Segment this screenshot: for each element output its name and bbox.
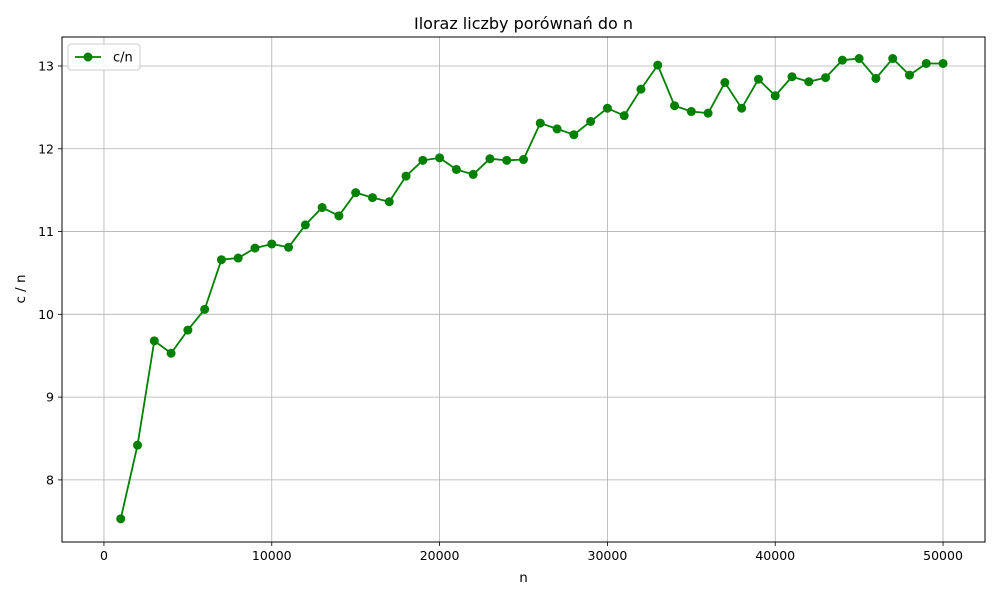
plot-frame: [61, 36, 986, 543]
data-point: [133, 440, 143, 450]
data-point: [384, 197, 394, 207]
legend-marker-swatch: [83, 52, 93, 62]
data-point: [351, 188, 361, 198]
data-point: [535, 118, 545, 128]
x-axis-label: n: [519, 570, 528, 586]
data-point: [216, 255, 226, 265]
grid: [62, 37, 985, 542]
data-point: [636, 84, 646, 94]
data-point: [821, 73, 831, 83]
y-tick-label: 9: [46, 390, 54, 405]
data-point: [317, 203, 327, 213]
data-point: [435, 153, 445, 163]
data-point: [770, 91, 780, 101]
data-point: [200, 304, 210, 314]
data-point: [837, 55, 847, 65]
y-axis-label: c / n: [13, 274, 29, 303]
data-point: [921, 58, 931, 68]
y-tick-label: 8: [46, 472, 54, 487]
data-point: [183, 325, 193, 335]
legend: c/n: [67, 43, 141, 71]
data-point: [451, 164, 461, 174]
data-point: [468, 169, 478, 179]
data-point: [888, 54, 898, 64]
data-point: [485, 154, 495, 164]
data-point: [233, 253, 243, 263]
data-point: [300, 220, 310, 230]
data-point: [166, 348, 176, 358]
data-point: [670, 101, 680, 111]
data-point: [552, 124, 562, 134]
data-point: [703, 108, 713, 118]
x-tick-label: 0: [100, 548, 108, 563]
data-point: [586, 116, 596, 126]
data-point: [619, 111, 629, 121]
series-layer: [116, 54, 948, 524]
data-point: [502, 155, 512, 165]
y-tick-label: 11: [38, 224, 54, 239]
data-point: [653, 60, 663, 70]
data-point: [334, 211, 344, 221]
data-point: [116, 514, 126, 524]
data-point: [149, 336, 159, 346]
data-point: [367, 193, 377, 203]
data-point: [602, 103, 612, 113]
data-point: [737, 103, 747, 113]
data-point: [938, 58, 948, 68]
data-point: [401, 171, 411, 181]
chart-title: Iloraz liczby porównań do n: [414, 14, 633, 33]
data-point: [418, 155, 428, 165]
data-point: [720, 78, 730, 88]
y-tick-label: 10: [38, 307, 54, 322]
data-point: [871, 73, 881, 83]
x-tick-label: 50000: [923, 548, 963, 563]
y-tick-label: 13: [38, 58, 54, 73]
data-point: [267, 239, 277, 249]
legend-entry-c-n: c/n: [113, 51, 133, 66]
y-tick-label: 12: [38, 141, 54, 156]
data-point: [686, 107, 696, 117]
x-tick-label: 40000: [755, 548, 795, 563]
legend-box: [67, 43, 141, 71]
data-point: [804, 77, 814, 87]
data-point: [854, 54, 864, 64]
data-point: [904, 70, 914, 80]
x-tick-label: 10000: [252, 548, 292, 563]
data-point: [284, 242, 294, 252]
x-tick-label: 20000: [420, 548, 460, 563]
data-point: [519, 155, 528, 165]
ticks: 0 10000 20000 30000 40000 50000 8 9 10 11 12 13: [38, 58, 963, 563]
x-tick-label: 30000: [588, 548, 628, 563]
data-point: [569, 130, 579, 140]
data-point: [787, 72, 797, 82]
data-point: [753, 74, 763, 84]
data-point: [250, 243, 260, 253]
